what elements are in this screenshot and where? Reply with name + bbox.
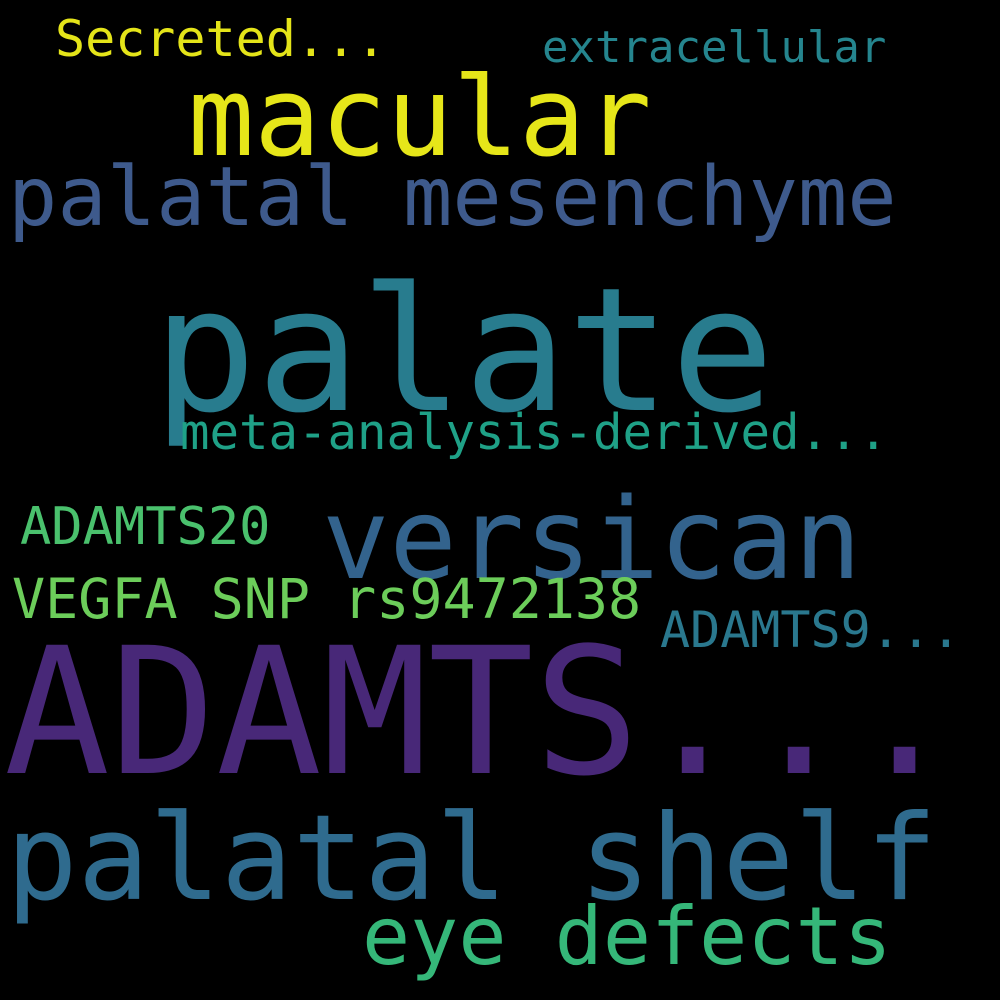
word-secreted: Secreted... xyxy=(55,10,387,68)
word-macular: macular xyxy=(188,53,652,181)
word-extracellular: extracellular xyxy=(542,22,887,73)
word-palate: palate xyxy=(153,250,775,451)
word-adamts20: ADAMTS20 xyxy=(20,497,271,557)
word-meta-analysis-derived: meta-analysis-derived... xyxy=(180,404,889,461)
word-adamts: ADAMTS... xyxy=(4,610,958,815)
word-palatal-mesenchyme: palatal mesenchyme xyxy=(8,150,897,245)
word-vegfa-snp: VEGFA SNP rs9472138 xyxy=(12,567,642,631)
word-versican: versican xyxy=(322,475,862,605)
word-eye-defects: eye defects xyxy=(362,890,892,983)
word-adamts9: ADAMTS9... xyxy=(660,601,962,659)
word-palatal-shelf: palatal shelf xyxy=(6,790,938,928)
